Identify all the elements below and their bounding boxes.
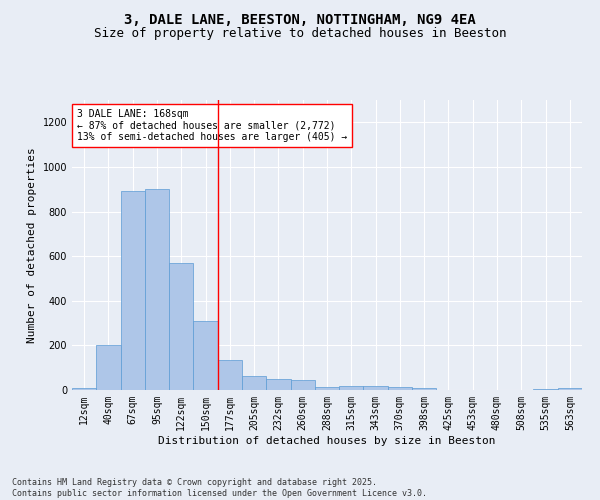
Bar (169, 263, 193, 390)
Text: Size of property relative to detached houses in Beeston: Size of property relative to detached ho… (94, 28, 506, 40)
Bar (315, 386, 339, 390)
Bar (558, 388, 582, 390)
Bar (339, 386, 364, 390)
Bar (242, 376, 266, 390)
Bar (121, 192, 145, 390)
Bar (96, 346, 121, 390)
Bar (533, 389, 558, 390)
Bar (412, 388, 436, 390)
Bar (218, 360, 242, 390)
Bar (290, 380, 315, 390)
X-axis label: Distribution of detached houses by size in Beeston: Distribution of detached houses by size … (158, 436, 496, 446)
Text: Contains HM Land Registry data © Crown copyright and database right 2025.
Contai: Contains HM Land Registry data © Crown c… (12, 478, 427, 498)
Bar (266, 379, 290, 390)
Y-axis label: Number of detached properties: Number of detached properties (27, 147, 37, 343)
Text: 3, DALE LANE, BEESTON, NOTTINGHAM, NG9 4EA: 3, DALE LANE, BEESTON, NOTTINGHAM, NG9 4… (124, 12, 476, 26)
Bar (72, 388, 96, 390)
Bar (145, 189, 169, 390)
Bar (388, 386, 412, 390)
Bar (364, 386, 388, 390)
Text: 3 DALE LANE: 168sqm
← 87% of detached houses are smaller (2,772)
13% of semi-det: 3 DALE LANE: 168sqm ← 87% of detached ho… (77, 108, 347, 142)
Bar (193, 321, 218, 390)
